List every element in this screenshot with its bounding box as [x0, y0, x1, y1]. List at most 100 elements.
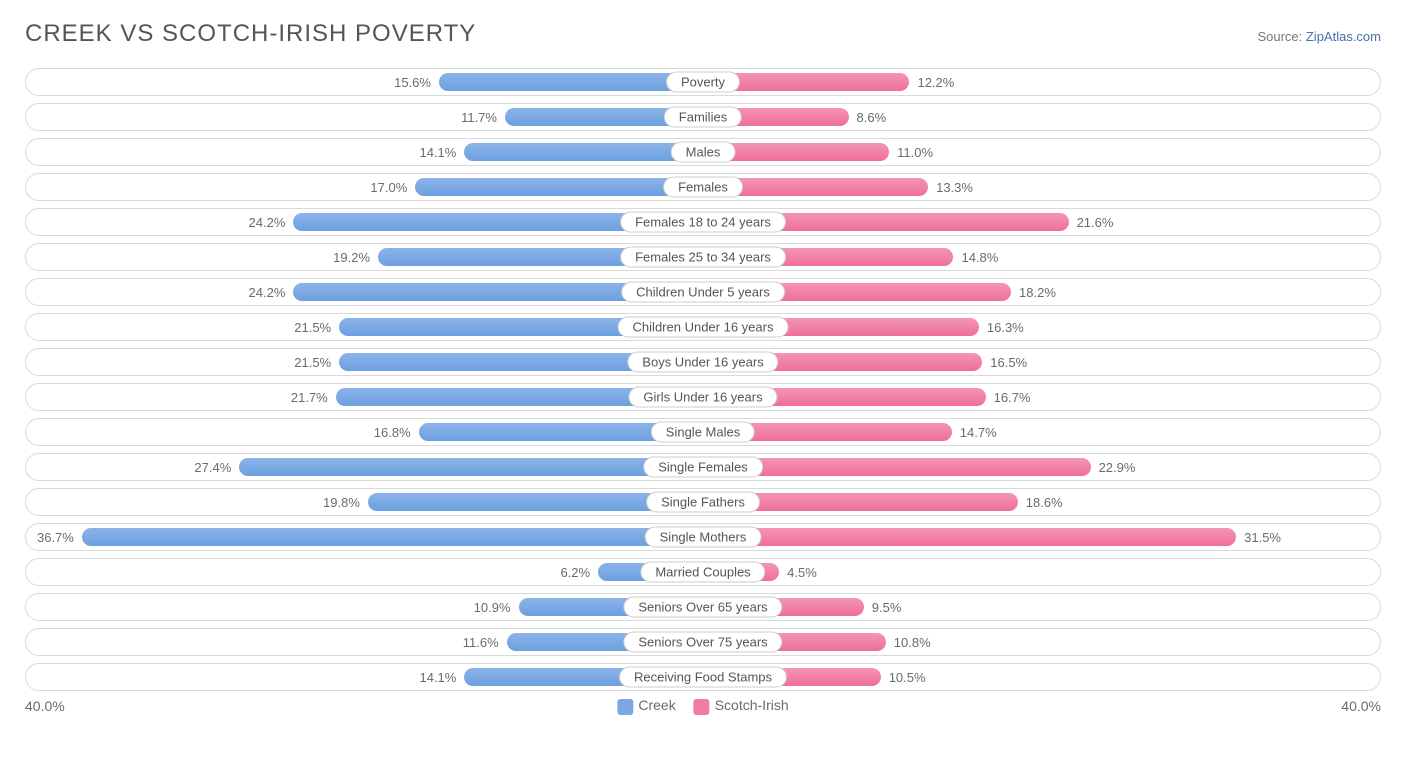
category-label: Males	[671, 142, 736, 163]
right-percent-label: 8.6%	[857, 110, 887, 125]
category-label: Families	[664, 107, 742, 128]
right-percent-label: 10.5%	[889, 670, 926, 685]
chart-row: 15.6% 12.2% Poverty	[25, 68, 1381, 96]
left-percent-label: 27.4%	[194, 460, 231, 475]
right-percent-label: 31.5%	[1244, 530, 1281, 545]
category-label: Seniors Over 75 years	[623, 632, 782, 653]
legend: Creek Scotch-Irish	[617, 697, 788, 714]
chart-row: 19.2%14.8%Females 25 to 34 years	[25, 243, 1381, 271]
left-half: 11.6%	[26, 629, 703, 655]
left-half: 21.5%	[26, 314, 703, 340]
left-half: 24.2%	[26, 209, 703, 235]
right-percent-label: 10.8%	[894, 635, 931, 650]
chart-row: 21.7%16.7%Girls Under 16 years	[25, 383, 1381, 411]
chart-source: Source: ZipAtlas.com	[1257, 29, 1381, 44]
category-label: Married Couples	[640, 562, 765, 583]
left-half: 10.9%	[26, 594, 703, 620]
left-bar	[415, 178, 703, 196]
chart-row: 14.1% 11.0% Males	[25, 138, 1381, 166]
right-half: 21.6%	[703, 209, 1380, 235]
right-percent-label: 12.2%	[917, 75, 954, 90]
left-percent-label: 19.2%	[333, 250, 370, 265]
left-percent-label: 24.2%	[249, 285, 286, 300]
right-percent-label: 11.0%	[897, 145, 933, 160]
chart-row: 6.2% 4.5% Married Couples	[25, 558, 1381, 586]
category-label: Seniors Over 65 years	[623, 597, 782, 618]
left-percent-label: 16.8%	[374, 425, 411, 440]
category-label: Females	[663, 177, 743, 198]
left-bar	[464, 143, 703, 161]
left-percent-label: 21.5%	[294, 320, 331, 335]
right-half: 16.7%	[703, 384, 1380, 410]
right-half: 16.5%	[703, 349, 1380, 375]
left-half: 14.1%	[26, 139, 703, 165]
category-label: Children Under 5 years	[621, 282, 785, 303]
right-half: 11.0%	[703, 139, 1380, 165]
right-half: 18.2%	[703, 279, 1380, 305]
right-half: 22.9%	[703, 454, 1380, 480]
left-percent-label: 14.1%	[419, 670, 456, 685]
chart-row: 27.4% 22.9%Single Females	[25, 453, 1381, 481]
chart-row: 36.7% 31.5% Single Mothers	[25, 523, 1381, 551]
chart-row: 11.6% 10.8% Seniors Over 75 years	[25, 628, 1381, 656]
left-percent-label: 17.0%	[370, 180, 407, 195]
left-half: 36.7%	[26, 524, 703, 550]
chart-row: 21.5%16.3%Children Under 16 years	[25, 313, 1381, 341]
chart-row: 11.7%8.6%Families	[25, 103, 1381, 131]
chart-row: 14.1%10.5%Receiving Food Stamps	[25, 663, 1381, 691]
left-half: 16.8%	[26, 419, 703, 445]
legend-item-creek: Creek	[617, 697, 675, 714]
source-link[interactable]: ZipAtlas.com	[1306, 29, 1381, 44]
right-bar	[703, 528, 1236, 546]
chart-row: 19.8% 18.6% Single Fathers	[25, 488, 1381, 516]
right-half: 14.7%	[703, 419, 1380, 445]
chart-row: 10.9% 9.5% Seniors Over 65 years	[25, 593, 1381, 621]
legend-swatch-creek	[617, 699, 633, 715]
left-bar	[439, 73, 703, 91]
legend-swatch-scotch-irish	[694, 699, 710, 715]
left-percent-label: 24.2%	[249, 215, 286, 230]
chart-row: 17.0% 13.3% Females	[25, 173, 1381, 201]
right-percent-label: 13.3%	[936, 180, 973, 195]
left-half: 21.5%	[26, 349, 703, 375]
chart-title: CREEK VS SCOTCH-IRISH POVERTY	[25, 20, 476, 48]
source-prefix: Source:	[1257, 29, 1305, 44]
category-label: Single Fathers	[646, 492, 760, 513]
category-label: Females 18 to 24 years	[620, 212, 786, 233]
left-percent-label: 15.6%	[394, 75, 431, 90]
legend-label-creek: Creek	[638, 697, 675, 713]
category-label: Boys Under 16 years	[627, 352, 778, 373]
right-percent-label: 16.7%	[994, 390, 1031, 405]
right-half: 10.5%	[703, 664, 1380, 690]
left-percent-label: 21.7%	[291, 390, 328, 405]
category-label: Single Mothers	[645, 527, 762, 548]
right-half: 16.3%	[703, 314, 1380, 340]
left-half: 19.8%	[26, 489, 703, 515]
left-half: 24.2%	[26, 279, 703, 305]
chart-row: 24.2% 21.6% Females 18 to 24 years	[25, 208, 1381, 236]
category-label: Single Males	[651, 422, 755, 443]
right-percent-label: 9.5%	[872, 600, 902, 615]
left-half: 17.0%	[26, 174, 703, 200]
right-percent-label: 4.5%	[787, 565, 817, 580]
chart-row: 24.2% 18.2% Children Under 5 years	[25, 278, 1381, 306]
left-percent-label: 14.1%	[419, 145, 456, 160]
right-percent-label: 18.6%	[1026, 495, 1063, 510]
right-half: 4.5%	[703, 559, 1380, 585]
chart-header: CREEK VS SCOTCH-IRISH POVERTY Source: Zi…	[25, 20, 1381, 48]
left-percent-label: 6.2%	[560, 565, 590, 580]
right-half: 13.3%	[703, 174, 1380, 200]
category-label: Single Females	[643, 457, 763, 478]
right-percent-label: 21.6%	[1077, 215, 1114, 230]
axis-row: 40.0% Creek Scotch-Irish 40.0%	[25, 698, 1381, 714]
right-half: 18.6%	[703, 489, 1380, 515]
diverging-bar-chart: 15.6%12.2%Poverty11.7%8.6%Families14.1%1…	[25, 68, 1381, 691]
right-half: 12.2%	[703, 69, 1380, 95]
right-percent-label: 18.2%	[1019, 285, 1056, 300]
left-half: 6.2%	[26, 559, 703, 585]
axis-left-label: 40.0%	[25, 698, 65, 714]
right-half: 10.8%	[703, 629, 1380, 655]
legend-item-scotch-irish: Scotch-Irish	[694, 697, 789, 714]
chart-row: 21.5%16.5%Boys Under 16 years	[25, 348, 1381, 376]
category-label: Poverty	[666, 72, 740, 93]
